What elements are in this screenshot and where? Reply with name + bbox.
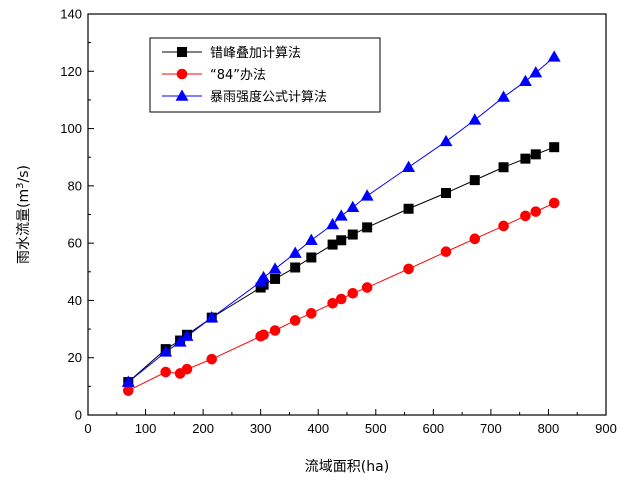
- data-point-triangle: [497, 90, 511, 102]
- data-point-circle: [269, 325, 281, 336]
- y-tick-label: 0: [75, 408, 82, 423]
- x-tick-label: 800: [538, 421, 560, 436]
- legend-label: “84”办法: [210, 68, 266, 83]
- x-tick-label: 300: [250, 421, 272, 436]
- series-line: [127, 146, 555, 383]
- data-point-square: [520, 153, 531, 164]
- series-triangle: [121, 50, 561, 387]
- data-point-circle: [206, 353, 218, 365]
- data-point-square: [327, 239, 338, 250]
- data-point-circle: [258, 329, 269, 341]
- data-point-circle: [306, 308, 317, 319]
- y-axis-title-sup: 3: [15, 183, 26, 189]
- x-tick-label: 100: [135, 421, 157, 436]
- y-tick-label: 60: [68, 236, 82, 251]
- data-point-circle: [403, 263, 414, 275]
- data-point-circle: [498, 220, 509, 232]
- data-point-triangle: [439, 134, 453, 147]
- data-point-triangle: [402, 160, 416, 172]
- data-point-square: [270, 273, 281, 284]
- y-axis-title-suffix: /s): [16, 165, 32, 182]
- legend-label: 错峰叠加计算法: [210, 46, 301, 61]
- data-point-square: [440, 188, 451, 199]
- data-point-circle: [289, 315, 301, 326]
- x-tick-label: 400: [307, 421, 329, 436]
- data-point-circle: [335, 293, 347, 305]
- data-point-triangle: [334, 209, 348, 221]
- y-tick-label: 140: [60, 7, 82, 22]
- data-point-circle: [181, 363, 193, 375]
- data-point-square: [403, 203, 414, 214]
- y-tick-label: 100: [60, 121, 82, 136]
- data-point-square: [290, 262, 301, 273]
- data-point-circle: [122, 385, 134, 396]
- data-point-triangle: [268, 262, 282, 274]
- data-point-triangle: [304, 233, 318, 245]
- series-circle: [122, 197, 560, 396]
- x-tick-label: 500: [365, 421, 387, 436]
- x-tick-label: 700: [480, 421, 502, 436]
- y-tick-label: 20: [68, 350, 82, 365]
- data-point-triangle: [175, 89, 189, 101]
- y-axis-title-prefix: 雨水流量(m: [16, 189, 32, 264]
- data-point-square: [530, 149, 541, 160]
- data-point-circle: [327, 297, 338, 309]
- legend-label: 暴雨强度公式计算法: [210, 89, 327, 105]
- y-axis: 0 20 40 60 80 100 120 140: [60, 7, 94, 423]
- data-point-triangle: [159, 345, 173, 357]
- data-point-square: [347, 229, 358, 240]
- series-square: [123, 142, 560, 388]
- x-tick-label: 0: [84, 421, 91, 436]
- data-point-circle: [520, 210, 531, 222]
- data-point-triangle: [360, 189, 374, 201]
- data-point-square: [498, 162, 509, 173]
- data-point-triangle: [180, 329, 194, 341]
- data-point-triangle: [518, 74, 532, 87]
- data-point-circle: [160, 366, 171, 378]
- y-tick-label: 120: [60, 64, 82, 79]
- data-point-circle: [361, 282, 373, 293]
- data-point-triangle: [121, 375, 135, 387]
- data-point-triangle: [346, 200, 360, 213]
- data-point-triangle: [529, 66, 543, 78]
- x-tick-label: 200: [192, 421, 214, 436]
- data-point-circle: [440, 246, 452, 258]
- data-point-triangle: [257, 270, 271, 283]
- data-point-square: [336, 235, 347, 246]
- data-point-square: [469, 175, 480, 186]
- data-point-circle: [176, 68, 188, 80]
- data-point-triangle: [173, 335, 187, 347]
- data-point-triangle: [326, 217, 340, 230]
- x-tick-label: 600: [422, 421, 444, 436]
- data-point-circle: [548, 197, 560, 209]
- y-tick-label: 80: [68, 178, 82, 193]
- data-point-circle: [530, 206, 542, 217]
- y-tick-label: 40: [68, 293, 82, 308]
- x-axis-title: 流域面积(ha): [305, 459, 389, 475]
- data-point-square: [362, 222, 373, 233]
- data-point-circle: [469, 233, 481, 245]
- series-layer: [121, 50, 561, 396]
- legend-box: [149, 37, 381, 113]
- data-point-triangle: [288, 246, 302, 258]
- y-axis-title: 雨水流量(m3/s): [15, 165, 33, 264]
- data-point-square: [306, 252, 317, 263]
- x-axis: 0 100 200 300 400 500 600 700 800 900: [84, 409, 617, 436]
- data-point-triangle: [205, 311, 219, 323]
- data-point-square: [177, 47, 187, 57]
- data-point-square: [549, 142, 560, 153]
- data-point-triangle: [547, 50, 561, 62]
- data-point-triangle: [468, 113, 482, 125]
- x-tick-label: 900: [595, 421, 617, 436]
- data-point-circle: [347, 287, 359, 299]
